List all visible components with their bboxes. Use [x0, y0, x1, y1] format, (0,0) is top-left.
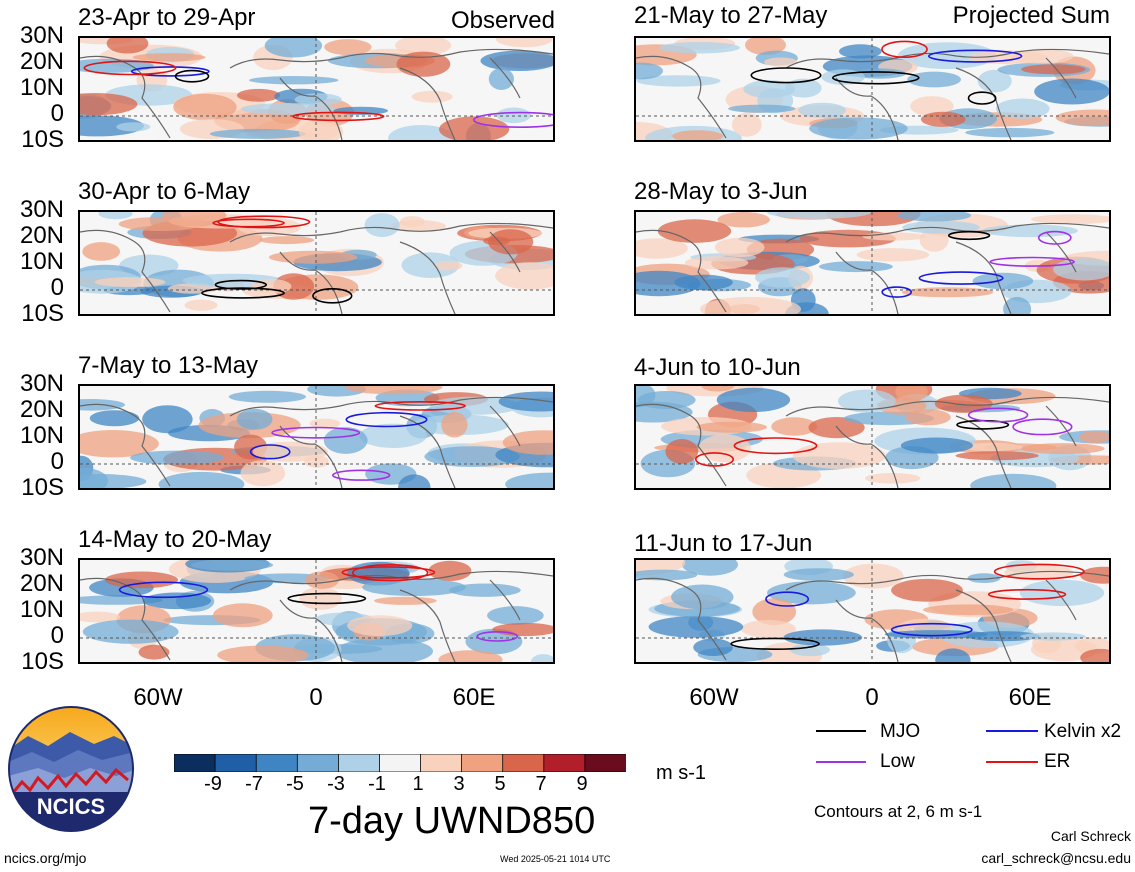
colorbar-swatch — [174, 754, 216, 772]
lat-label-10n: 10N — [4, 424, 64, 448]
lon-label-0-left: 0 — [276, 686, 356, 710]
map-panel-left-2 — [78, 210, 555, 316]
colorbar-tick: 1 — [398, 774, 438, 794]
map-panel-left-4 — [78, 558, 555, 664]
lat-label-30n: 30N — [4, 372, 64, 396]
lat-label-10n: 10N — [4, 250, 64, 274]
lat-label-10s: 10S — [4, 650, 64, 674]
lat-label-30n: 30N — [4, 546, 64, 570]
panel-title-left-3: 7-May to 13-May — [78, 354, 258, 378]
logo-text: NCICS — [37, 794, 105, 819]
legend-low-label: Low — [880, 752, 915, 772]
lat-label-0: 0 — [4, 624, 64, 648]
map-panel-left-1 — [78, 36, 555, 142]
panel-title-left-4: 14-May to 20-May — [78, 528, 271, 552]
map-panel-right-3 — [634, 384, 1111, 490]
colorbar-swatch — [585, 754, 626, 772]
lat-label-20n: 20N — [4, 398, 64, 422]
lat-label-10s: 10S — [4, 128, 64, 152]
colorbar-swatch — [215, 754, 257, 772]
lat-label-30n: 30N — [4, 198, 64, 222]
ncics-logo: NCICS — [8, 706, 134, 832]
colorbar-swatch — [421, 754, 463, 772]
lat-label-0: 0 — [4, 276, 64, 300]
lat-label-20n: 20N — [4, 572, 64, 596]
main-title: 7-day UWND850 — [308, 800, 595, 842]
colorbar-swatch — [503, 754, 545, 772]
colorbar-swatch — [544, 754, 586, 772]
legend-kelvin-label: Kelvin x2 — [1044, 722, 1121, 742]
observed-label: Observed — [400, 9, 555, 33]
colorbar-tick: -7 — [234, 774, 274, 794]
colorbar-swatch — [462, 754, 504, 772]
colorbar-swatch — [256, 754, 298, 772]
colorbar-tick: 9 — [562, 774, 602, 794]
map-panel-right-4 — [634, 558, 1111, 664]
colorbar-swatch — [297, 754, 339, 772]
lat-label-10s: 10S — [4, 302, 64, 326]
colorbar-tick: 3 — [439, 774, 479, 794]
author-name: Carl Schreck — [1051, 828, 1131, 844]
colorbar-tick: 5 — [480, 774, 520, 794]
lon-label-0-right: 0 — [832, 686, 912, 710]
panel-title-right-4: 11-Jun to 17-Jun — [634, 532, 812, 556]
timestamp: Wed 2025-05-21 1014 UTC — [500, 854, 610, 864]
colorbar-swatch — [380, 754, 422, 772]
lon-label-60w-right: 60W — [674, 686, 754, 710]
lat-label-10n: 10N — [4, 76, 64, 100]
panel-title-right-2: 28-May to 3-Jun — [634, 180, 807, 204]
map-panel-right-1 — [634, 36, 1111, 142]
legend-mjo-label: MJO — [880, 722, 920, 742]
panel-title-right-3: 4-Jun to 10-Jun — [634, 356, 801, 380]
legend-er-label: ER — [1044, 752, 1070, 772]
panel-title-left-2: 30-Apr to 6-May — [78, 180, 250, 204]
lat-label-30n: 30N — [4, 24, 64, 48]
map-panel-left-3 — [78, 384, 555, 490]
colorbar — [174, 754, 626, 772]
author-email: carl_schreck@ncsu.edu — [981, 850, 1131, 866]
colorbar-tick: -3 — [316, 774, 356, 794]
lat-label-20n: 20N — [4, 50, 64, 74]
colorbar-tick: 7 — [521, 774, 561, 794]
lat-label-20n: 20N — [4, 224, 64, 248]
lat-label-0: 0 — [4, 102, 64, 126]
lon-label-60e-right: 60E — [990, 686, 1070, 710]
map-panel-right-2 — [634, 210, 1111, 316]
projected-label: Projected Sum — [910, 4, 1110, 28]
lat-label-0: 0 — [4, 450, 64, 474]
panel-title-right-1: 21-May to 27-May — [634, 4, 827, 28]
panel-title-left-1: 23-Apr to 29-Apr — [78, 6, 255, 30]
colorbar-tick: -5 — [275, 774, 315, 794]
colorbar-tick: -1 — [357, 774, 397, 794]
url-text: ncics.org/mjo — [4, 850, 86, 866]
lat-label-10n: 10N — [4, 598, 64, 622]
colorbar-tick: -9 — [193, 774, 233, 794]
lon-label-60e-left: 60E — [434, 686, 514, 710]
lat-label-10s: 10S — [4, 476, 64, 500]
colorbar-swatch — [338, 754, 380, 772]
colorbar-units: m s-1 — [656, 762, 706, 785]
contours-note: Contours at 2, 6 m s-1 — [814, 802, 982, 822]
